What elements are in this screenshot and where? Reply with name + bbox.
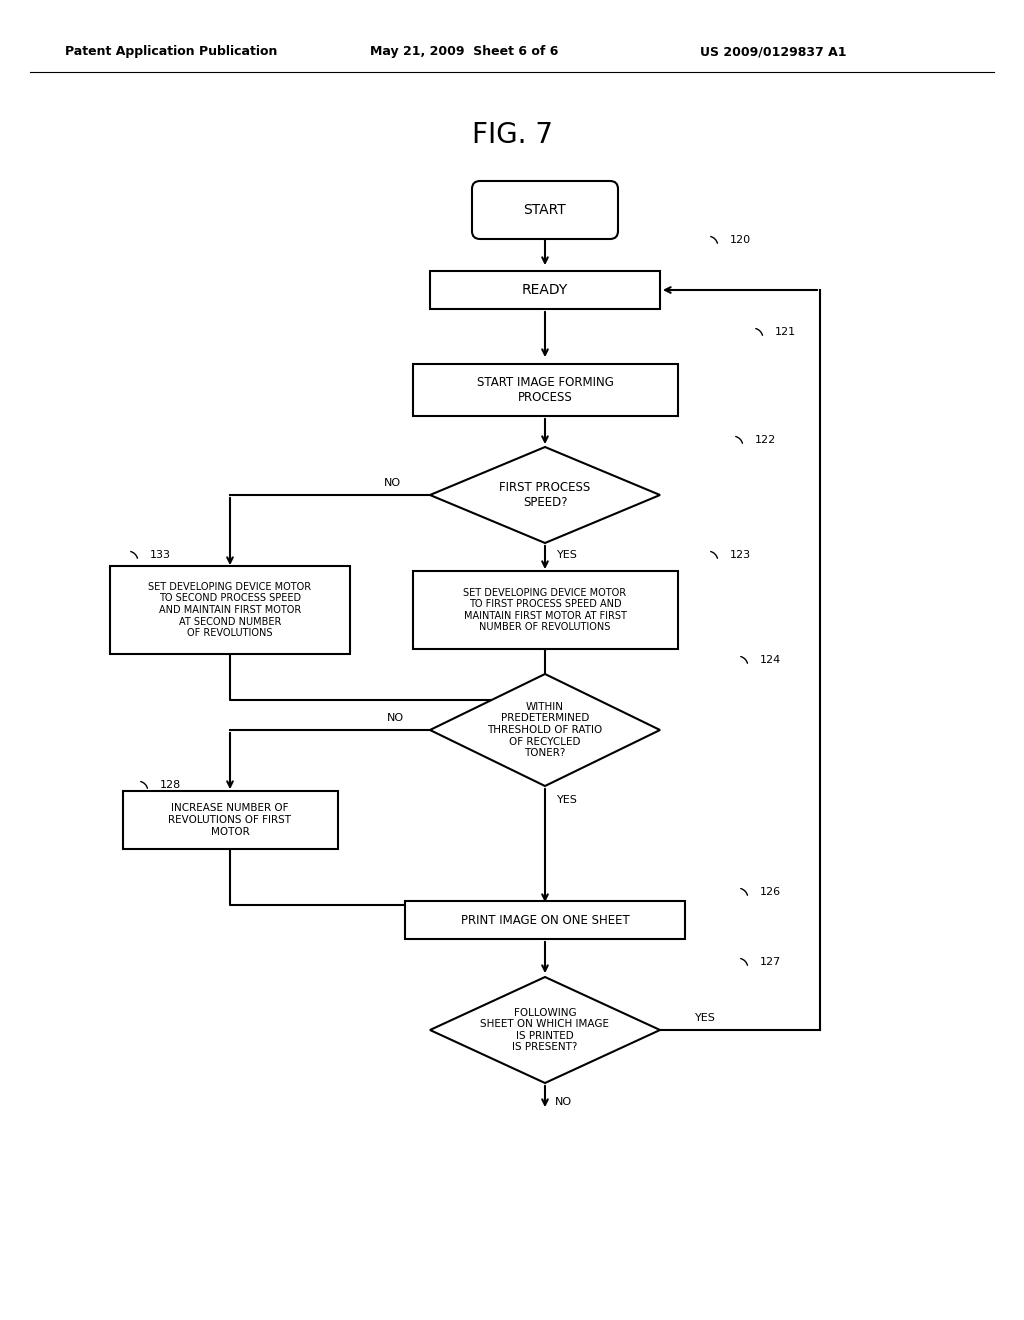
Text: INCREASE NUMBER OF
REVOLUTIONS OF FIRST
MOTOR: INCREASE NUMBER OF REVOLUTIONS OF FIRST … bbox=[169, 804, 292, 837]
Bar bbox=[406, 902, 685, 939]
Text: 123: 123 bbox=[730, 550, 752, 560]
Text: 128: 128 bbox=[160, 780, 181, 789]
Polygon shape bbox=[430, 447, 660, 543]
Text: FIRST PROCESS
SPEED?: FIRST PROCESS SPEED? bbox=[500, 480, 591, 510]
Text: May 21, 2009  Sheet 6 of 6: May 21, 2009 Sheet 6 of 6 bbox=[370, 45, 558, 58]
Bar bbox=[123, 791, 338, 849]
Text: PRINT IMAGE ON ONE SHEET: PRINT IMAGE ON ONE SHEET bbox=[461, 913, 630, 927]
Text: WITHIN
PREDETERMINED
THRESHOLD OF RATIO
OF RECYCLED
TONER?: WITHIN PREDETERMINED THRESHOLD OF RATIO … bbox=[487, 702, 603, 758]
Text: 127: 127 bbox=[760, 957, 781, 968]
FancyBboxPatch shape bbox=[472, 181, 618, 239]
Text: YES: YES bbox=[557, 795, 578, 805]
Text: YES: YES bbox=[557, 550, 578, 560]
Polygon shape bbox=[430, 675, 660, 785]
Text: FIG. 7: FIG. 7 bbox=[471, 121, 553, 149]
Text: 121: 121 bbox=[775, 327, 796, 337]
Text: 120: 120 bbox=[730, 235, 752, 246]
Polygon shape bbox=[430, 977, 660, 1082]
Text: SET DEVELOPING DEVICE MOTOR
TO SECOND PROCESS SPEED
AND MAINTAIN FIRST MOTOR
AT : SET DEVELOPING DEVICE MOTOR TO SECOND PR… bbox=[148, 582, 311, 638]
Bar bbox=[413, 572, 678, 649]
Bar bbox=[110, 566, 350, 653]
Text: NO: NO bbox=[383, 478, 400, 488]
Text: YES: YES bbox=[694, 1012, 716, 1023]
Bar bbox=[413, 364, 678, 416]
Text: START IMAGE FORMING
PROCESS: START IMAGE FORMING PROCESS bbox=[476, 376, 613, 404]
Text: 126: 126 bbox=[760, 887, 781, 898]
Text: NO: NO bbox=[386, 713, 403, 723]
Text: READY: READY bbox=[522, 282, 568, 297]
Text: Patent Application Publication: Patent Application Publication bbox=[65, 45, 278, 58]
Text: NO: NO bbox=[555, 1097, 572, 1107]
Text: 124: 124 bbox=[760, 655, 781, 665]
Text: 133: 133 bbox=[150, 550, 171, 560]
Text: START: START bbox=[523, 203, 566, 216]
Bar bbox=[430, 271, 660, 309]
Text: 122: 122 bbox=[755, 436, 776, 445]
Text: SET DEVELOPING DEVICE MOTOR
TO FIRST PROCESS SPEED AND
MAINTAIN FIRST MOTOR AT F: SET DEVELOPING DEVICE MOTOR TO FIRST PRO… bbox=[464, 587, 627, 632]
Text: FOLLOWING
SHEET ON WHICH IMAGE
IS PRINTED
IS PRESENT?: FOLLOWING SHEET ON WHICH IMAGE IS PRINTE… bbox=[480, 1007, 609, 1052]
Text: US 2009/0129837 A1: US 2009/0129837 A1 bbox=[700, 45, 847, 58]
